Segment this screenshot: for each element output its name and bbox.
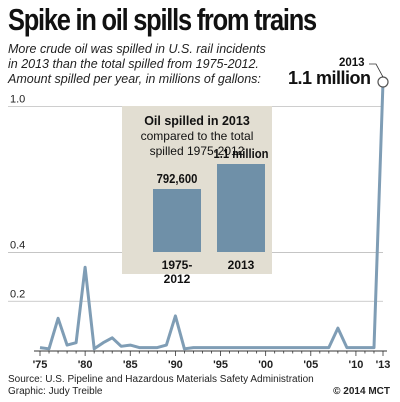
inset-subtitle: compared to the total spilled 1975-2012 (122, 129, 272, 159)
x-tick-label: '13 (376, 359, 391, 371)
x-tick-label: '80 (78, 359, 93, 371)
source-line: Source: U.S. Pipeline and Hazardous Mate… (8, 374, 314, 385)
credit-line: Graphic: Judy Treible (8, 386, 103, 397)
chart-title: Spike in oil spills from trains (8, 2, 317, 37)
bar-value-label-1975-2012: 792,600 (156, 171, 198, 186)
subtitle-line: More crude oil was spilled in U.S. rail … (8, 42, 266, 56)
x-tick-label: '95 (213, 359, 228, 371)
y-tick-label: 0.2 (10, 288, 25, 300)
bar-category-label-1975-2012: 1975- 2012 (142, 258, 212, 286)
y-axis-ticks: 0.2 0.4 1.0 (10, 93, 25, 300)
y-tick-label: 0.4 (10, 240, 25, 252)
bar-category-label-2013: 2013 (206, 258, 276, 272)
endpoint-marker (377, 76, 389, 88)
callout-value-label: 1.1 million (288, 68, 371, 88)
copyright: © 2014 MCT (333, 386, 390, 397)
bar-category-line: 2013 (227, 258, 255, 272)
x-tick-label: '05 (303, 359, 318, 371)
series-oil-spilled (39, 63, 389, 351)
callout-year-label: 2013 (339, 57, 365, 69)
gridlines (8, 105, 387, 352)
series-line (39, 81, 385, 351)
bar-category-line: 1975- (161, 258, 193, 272)
x-axis-ticks: '75 '80 '85 '90 '95 '00 '05 '10 '13 (33, 351, 391, 371)
bar-2013 (217, 164, 265, 252)
callout-leader (369, 63, 384, 78)
inset-comparison-panel: Oil spilled in 2013 compared to the tota… (122, 106, 272, 286)
source-note: Source: U.S. Pipeline and Hazardous Mate… (8, 374, 314, 398)
inset-subtitle-line: compared to the total (140, 129, 254, 143)
chart-subtitle: More crude oil was spilled in U.S. rail … (8, 42, 328, 87)
x-tick-label: '90 (168, 359, 183, 371)
bar-1975-2012 (153, 188, 201, 252)
subtitle-line: in 2013 than the total spilled from 1975… (8, 57, 259, 71)
subtitle-line: Amount spilled per year, in millions of … (8, 72, 261, 86)
inset-title: Oil spilled in 2013 (144, 114, 250, 128)
bar-value-label-2013: 1.1 million (213, 147, 269, 161)
x-tick-label: '10 (348, 359, 363, 371)
y-tick-label: 1.0 (10, 93, 25, 105)
x-tick-label: '85 (123, 359, 138, 371)
x-tick-label: '75 (33, 359, 48, 371)
inset-subtitle-line: spilled 1975-2012 (149, 144, 245, 158)
x-tick-label: '00 (258, 359, 273, 371)
bar-category-line: 2012 (163, 272, 191, 286)
